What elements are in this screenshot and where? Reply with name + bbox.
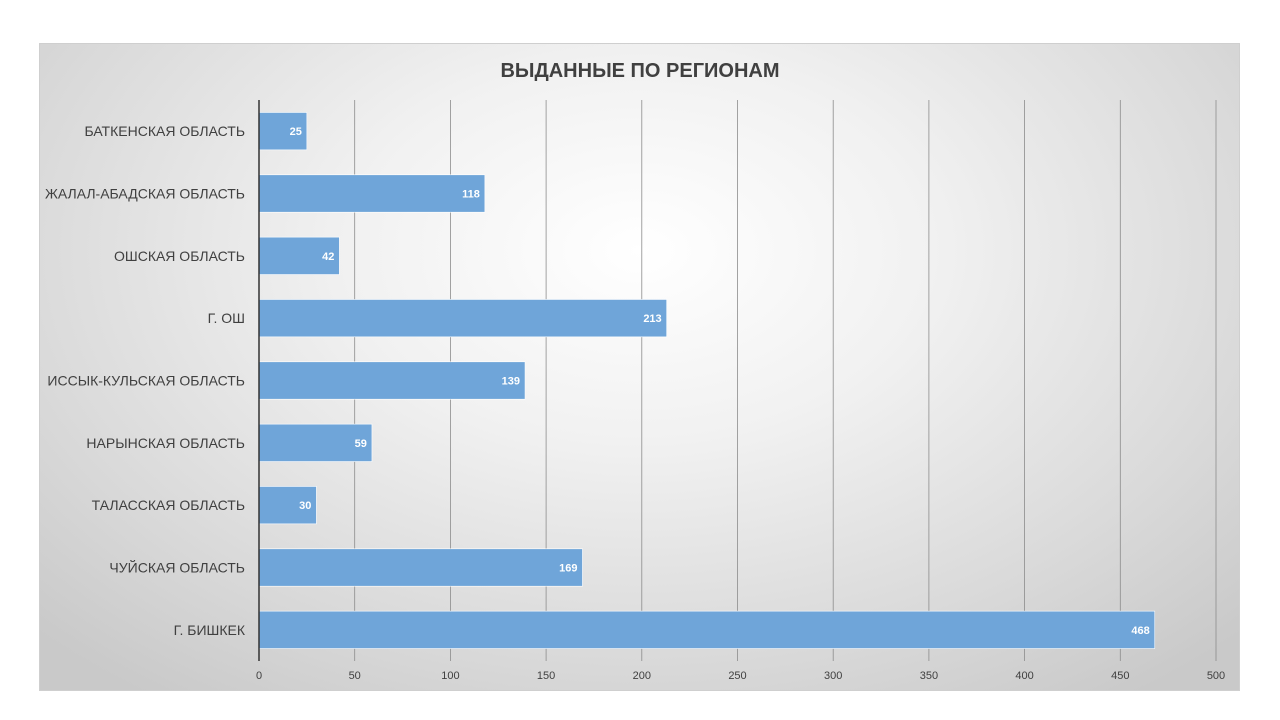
x-tick-label: 500 bbox=[1207, 670, 1225, 682]
bar bbox=[258, 174, 486, 213]
chart-title: ВЫДАННЫЕ ПО РЕГИОНАМ bbox=[500, 60, 779, 82]
bar-chart: ВЫДАННЫЕ ПО РЕГИОНАМ 25 118 42 213 139 59 30 16… bbox=[45, 60, 1225, 682]
data-label: 25 bbox=[290, 126, 302, 138]
x-tick-label: 350 bbox=[920, 670, 938, 682]
category-label: ОШСКАЯ ОБЛАСТЬ bbox=[114, 248, 245, 264]
x-tick-label: 450 bbox=[1111, 670, 1129, 682]
x-tick-label: 50 bbox=[349, 670, 361, 682]
bar bbox=[258, 299, 667, 338]
category-label: НАРЫНСКАЯ ОБЛАСТЬ bbox=[86, 435, 245, 451]
category-label: ЖАЛАЛ-АБАДСКАЯ ОБЛАСТЬ bbox=[45, 186, 245, 202]
data-label: 42 bbox=[322, 251, 334, 263]
data-label: 59 bbox=[355, 438, 367, 450]
bar bbox=[258, 112, 308, 151]
x-tick-label: 0 bbox=[256, 670, 262, 682]
data-label: 213 bbox=[643, 313, 661, 325]
x-tick-label: 300 bbox=[824, 670, 842, 682]
bar bbox=[258, 548, 583, 587]
bars: 25 118 42 213 139 59 30 169 468 bbox=[258, 112, 1156, 649]
x-tick-label: 150 bbox=[537, 670, 555, 682]
category-label: Г. ОШ bbox=[208, 310, 245, 326]
x-tick-label: 200 bbox=[633, 670, 651, 682]
x-tick-labels: 0 50 100 150 200 250 300 350 400 450 500 bbox=[256, 670, 1225, 682]
data-label: 118 bbox=[462, 189, 480, 201]
data-label: 139 bbox=[502, 376, 520, 388]
bar bbox=[258, 361, 526, 400]
data-label: 169 bbox=[559, 563, 577, 575]
category-label: ЧУЙСКАЯ ОБЛАСТЬ bbox=[109, 559, 245, 576]
category-label: ТАЛАССКАЯ ОБЛАСТЬ bbox=[92, 497, 245, 513]
data-label: 30 bbox=[299, 500, 311, 512]
x-tick-label: 400 bbox=[1015, 670, 1033, 682]
category-label: ИССЫК-КУЛЬСКАЯ ОБЛАСТЬ bbox=[47, 373, 245, 389]
x-tick-label: 250 bbox=[728, 670, 746, 682]
bar bbox=[258, 610, 1156, 649]
category-labels: БАТКЕНСКАЯ ОБЛАСТЬ ЖАЛАЛ-АБАДСКАЯ ОБЛАСТЬ… bbox=[45, 123, 246, 638]
data-label: 468 bbox=[1131, 625, 1149, 637]
category-label: Г. БИШКЕК bbox=[174, 622, 246, 638]
x-tick-label: 100 bbox=[441, 670, 459, 682]
category-label: БАТКЕНСКАЯ ОБЛАСТЬ bbox=[84, 123, 245, 139]
chart-area: ВЫДАННЫЕ ПО РЕГИОНАМ 25 118 42 213 139 59 30 16… bbox=[39, 43, 1240, 691]
